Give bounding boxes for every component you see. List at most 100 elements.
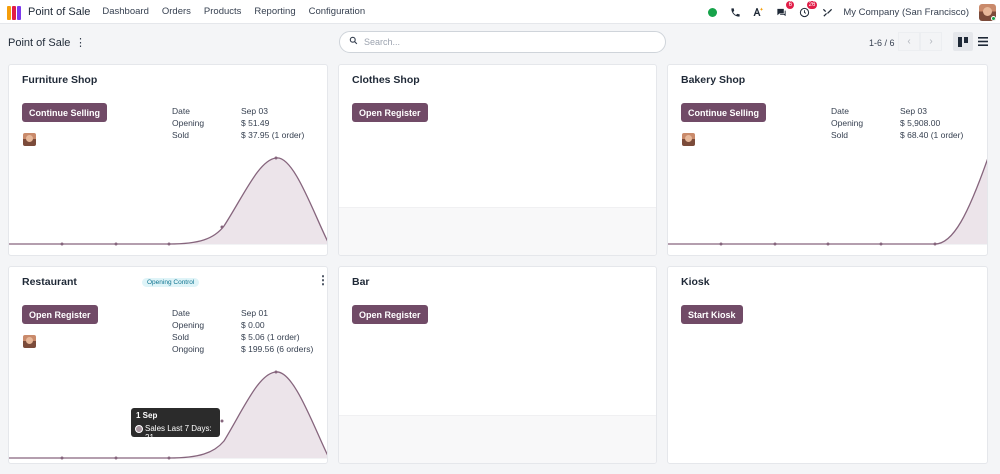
stat-row: Date Sep 01	[172, 307, 313, 319]
start-kiosk-button[interactable]: Start Kiosk	[681, 305, 743, 324]
stat-label: Date	[172, 106, 190, 116]
menu-products[interactable]: Products	[203, 6, 242, 17]
search-input[interactable]	[364, 35, 654, 49]
sales-graph[interactable]	[9, 363, 328, 463]
list-view-icon[interactable]	[973, 32, 993, 51]
sales-graph-empty	[339, 207, 656, 255]
card-title[interactable]: Kiosk	[681, 276, 710, 288]
card-title[interactable]: Clothes Shop	[352, 74, 420, 86]
stat-label: Opening	[831, 118, 864, 128]
session-user-avatar	[682, 133, 695, 146]
sales-graph-point[interactable]	[220, 419, 224, 423]
stat-label: Ongoing	[172, 344, 205, 354]
search-icon	[349, 36, 358, 48]
sales-graph-point[interactable]	[167, 456, 171, 460]
sales-graph-point[interactable]	[60, 242, 64, 246]
stat-row: Opening $ 51.49	[172, 117, 304, 129]
session-stats: Date Sep 03 Opening $ 5,908.00 Sold $ 68.40…	[831, 105, 963, 141]
menu-configuration[interactable]: Configuration	[308, 6, 366, 17]
pager-previous-icon[interactable]: ‹	[898, 32, 920, 51]
kebab-actions-icon[interactable]: ⋮	[75, 37, 86, 49]
sales-graph-point[interactable]	[933, 242, 937, 246]
continue-selling-button[interactable]: Continue Selling	[22, 103, 107, 122]
sales-graph-line	[9, 157, 327, 245]
sales-graph-line	[9, 371, 327, 459]
sales-graph-line	[668, 158, 987, 245]
sales-graph-point[interactable]	[220, 225, 224, 229]
pager-next-icon[interactable]: ›	[920, 32, 942, 51]
stat-label: Sold	[172, 332, 190, 342]
pos-card-bar: Bar Open Register	[338, 266, 657, 464]
session-stats: Date Sep 01 Opening $ 0.00 Sold $ 5.06 (1 o…	[172, 307, 313, 355]
pager-value[interactable]: 1-6 / 6	[869, 38, 895, 48]
user-avatar[interactable]	[979, 3, 996, 21]
navbar-systray: 6 26 My Company (San Francisco)	[705, 0, 1000, 24]
stat-value: $ 5.06 (1 order)	[241, 332, 300, 342]
main-menu: Dashboard Orders Products Reporting Conf…	[102, 6, 378, 17]
menu-reporting[interactable]: Reporting	[254, 6, 296, 17]
stat-row: Sold $ 37.95 (1 order)	[172, 129, 304, 141]
sales-graph-point[interactable]	[274, 156, 278, 160]
opening-control-badge: Opening Control	[142, 278, 200, 287]
company-switcher[interactable]: My Company (San Francisco)	[843, 6, 969, 18]
stat-label: Date	[172, 308, 190, 318]
stat-label: Opening	[172, 118, 205, 128]
messages-icon[interactable]: 6	[774, 1, 795, 19]
stat-row: Sold $ 68.40 (1 order)	[831, 129, 963, 141]
control-panel: Point of Sale ⋮ 1-6 / 6 ‹ ›	[0, 24, 1000, 61]
open-register-button[interactable]: Open Register	[22, 305, 98, 324]
stat-value: $ 51.49	[241, 118, 270, 128]
sales-graph-point[interactable]	[60, 456, 64, 460]
stat-value: Sep 01	[241, 308, 268, 318]
card-title[interactable]: Bar	[352, 276, 370, 288]
card-title[interactable]: Bakery Shop	[681, 74, 746, 86]
breadcrumb: Point of Sale	[8, 37, 71, 49]
pos-card-bakery-shop: Bakery Shop Continue Selling Date Sep 03 …	[667, 64, 988, 256]
card-title[interactable]: Furniture Shop	[22, 74, 98, 86]
menu-orders[interactable]: Orders	[161, 6, 191, 17]
view-switcher	[953, 32, 993, 51]
sales-graph-point[interactable]	[167, 242, 171, 246]
sales-graph-point[interactable]	[114, 242, 118, 246]
pager-buttons: ‹ ›	[898, 32, 942, 51]
app-name[interactable]: Point of Sale	[28, 5, 91, 18]
app-logo-icon[interactable]	[7, 4, 23, 20]
sales-graph-point[interactable]	[274, 370, 278, 374]
ai-icon[interactable]	[751, 5, 765, 19]
chart-tooltip: 1 Sep Sales Last 7 Days: 21	[131, 408, 220, 442]
presence-status-icon[interactable]	[705, 5, 719, 19]
messages-badge: 6	[786, 1, 795, 9]
kanban-view-icon[interactable]	[953, 32, 973, 51]
sales-graph-point[interactable]	[879, 242, 883, 246]
open-register-button[interactable]: Open Register	[352, 103, 428, 122]
stat-value: $ 0.00	[241, 320, 265, 330]
sales-graph-point[interactable]	[719, 242, 723, 246]
card-title[interactable]: Restaurant	[22, 276, 77, 288]
sales-graph-point[interactable]	[773, 242, 777, 246]
search-bar	[339, 31, 666, 53]
stat-value: Sep 03	[241, 106, 268, 116]
open-register-button[interactable]: Open Register	[352, 305, 428, 324]
tooltip-series-swatch-icon	[135, 425, 143, 433]
menu-dashboard[interactable]: Dashboard	[102, 6, 149, 17]
sales-graph-area	[9, 371, 327, 458]
stat-value: Sep 03	[900, 106, 927, 116]
tooltip-value: Sales Last 7 Days: 21	[145, 424, 212, 442]
sales-graph-point[interactable]	[826, 242, 830, 246]
debug-tools-icon[interactable]	[820, 5, 834, 19]
stat-row: Ongoing $ 199.56 (6 orders)	[172, 343, 313, 355]
stat-label: Sold	[831, 130, 849, 140]
stat-value: $ 37.95 (1 order)	[241, 130, 305, 140]
sales-graph-point[interactable]	[114, 456, 118, 460]
sales-graph[interactable]	[9, 155, 328, 255]
continue-selling-button[interactable]: Continue Selling	[681, 103, 766, 122]
sales-graph[interactable]	[668, 155, 988, 255]
stat-row: Date Sep 03	[172, 105, 304, 117]
stat-row: Opening $ 5,908.00	[831, 117, 963, 129]
phone-icon[interactable]	[728, 5, 742, 19]
activities-clock-icon[interactable]: 26	[797, 1, 818, 19]
stat-label: Sold	[172, 130, 190, 140]
top-navbar: Point of Sale Dashboard Orders Products …	[0, 0, 1000, 24]
stat-label: Date	[831, 106, 849, 116]
card-kebab-menu-icon[interactable]: ⋮	[317, 273, 328, 287]
